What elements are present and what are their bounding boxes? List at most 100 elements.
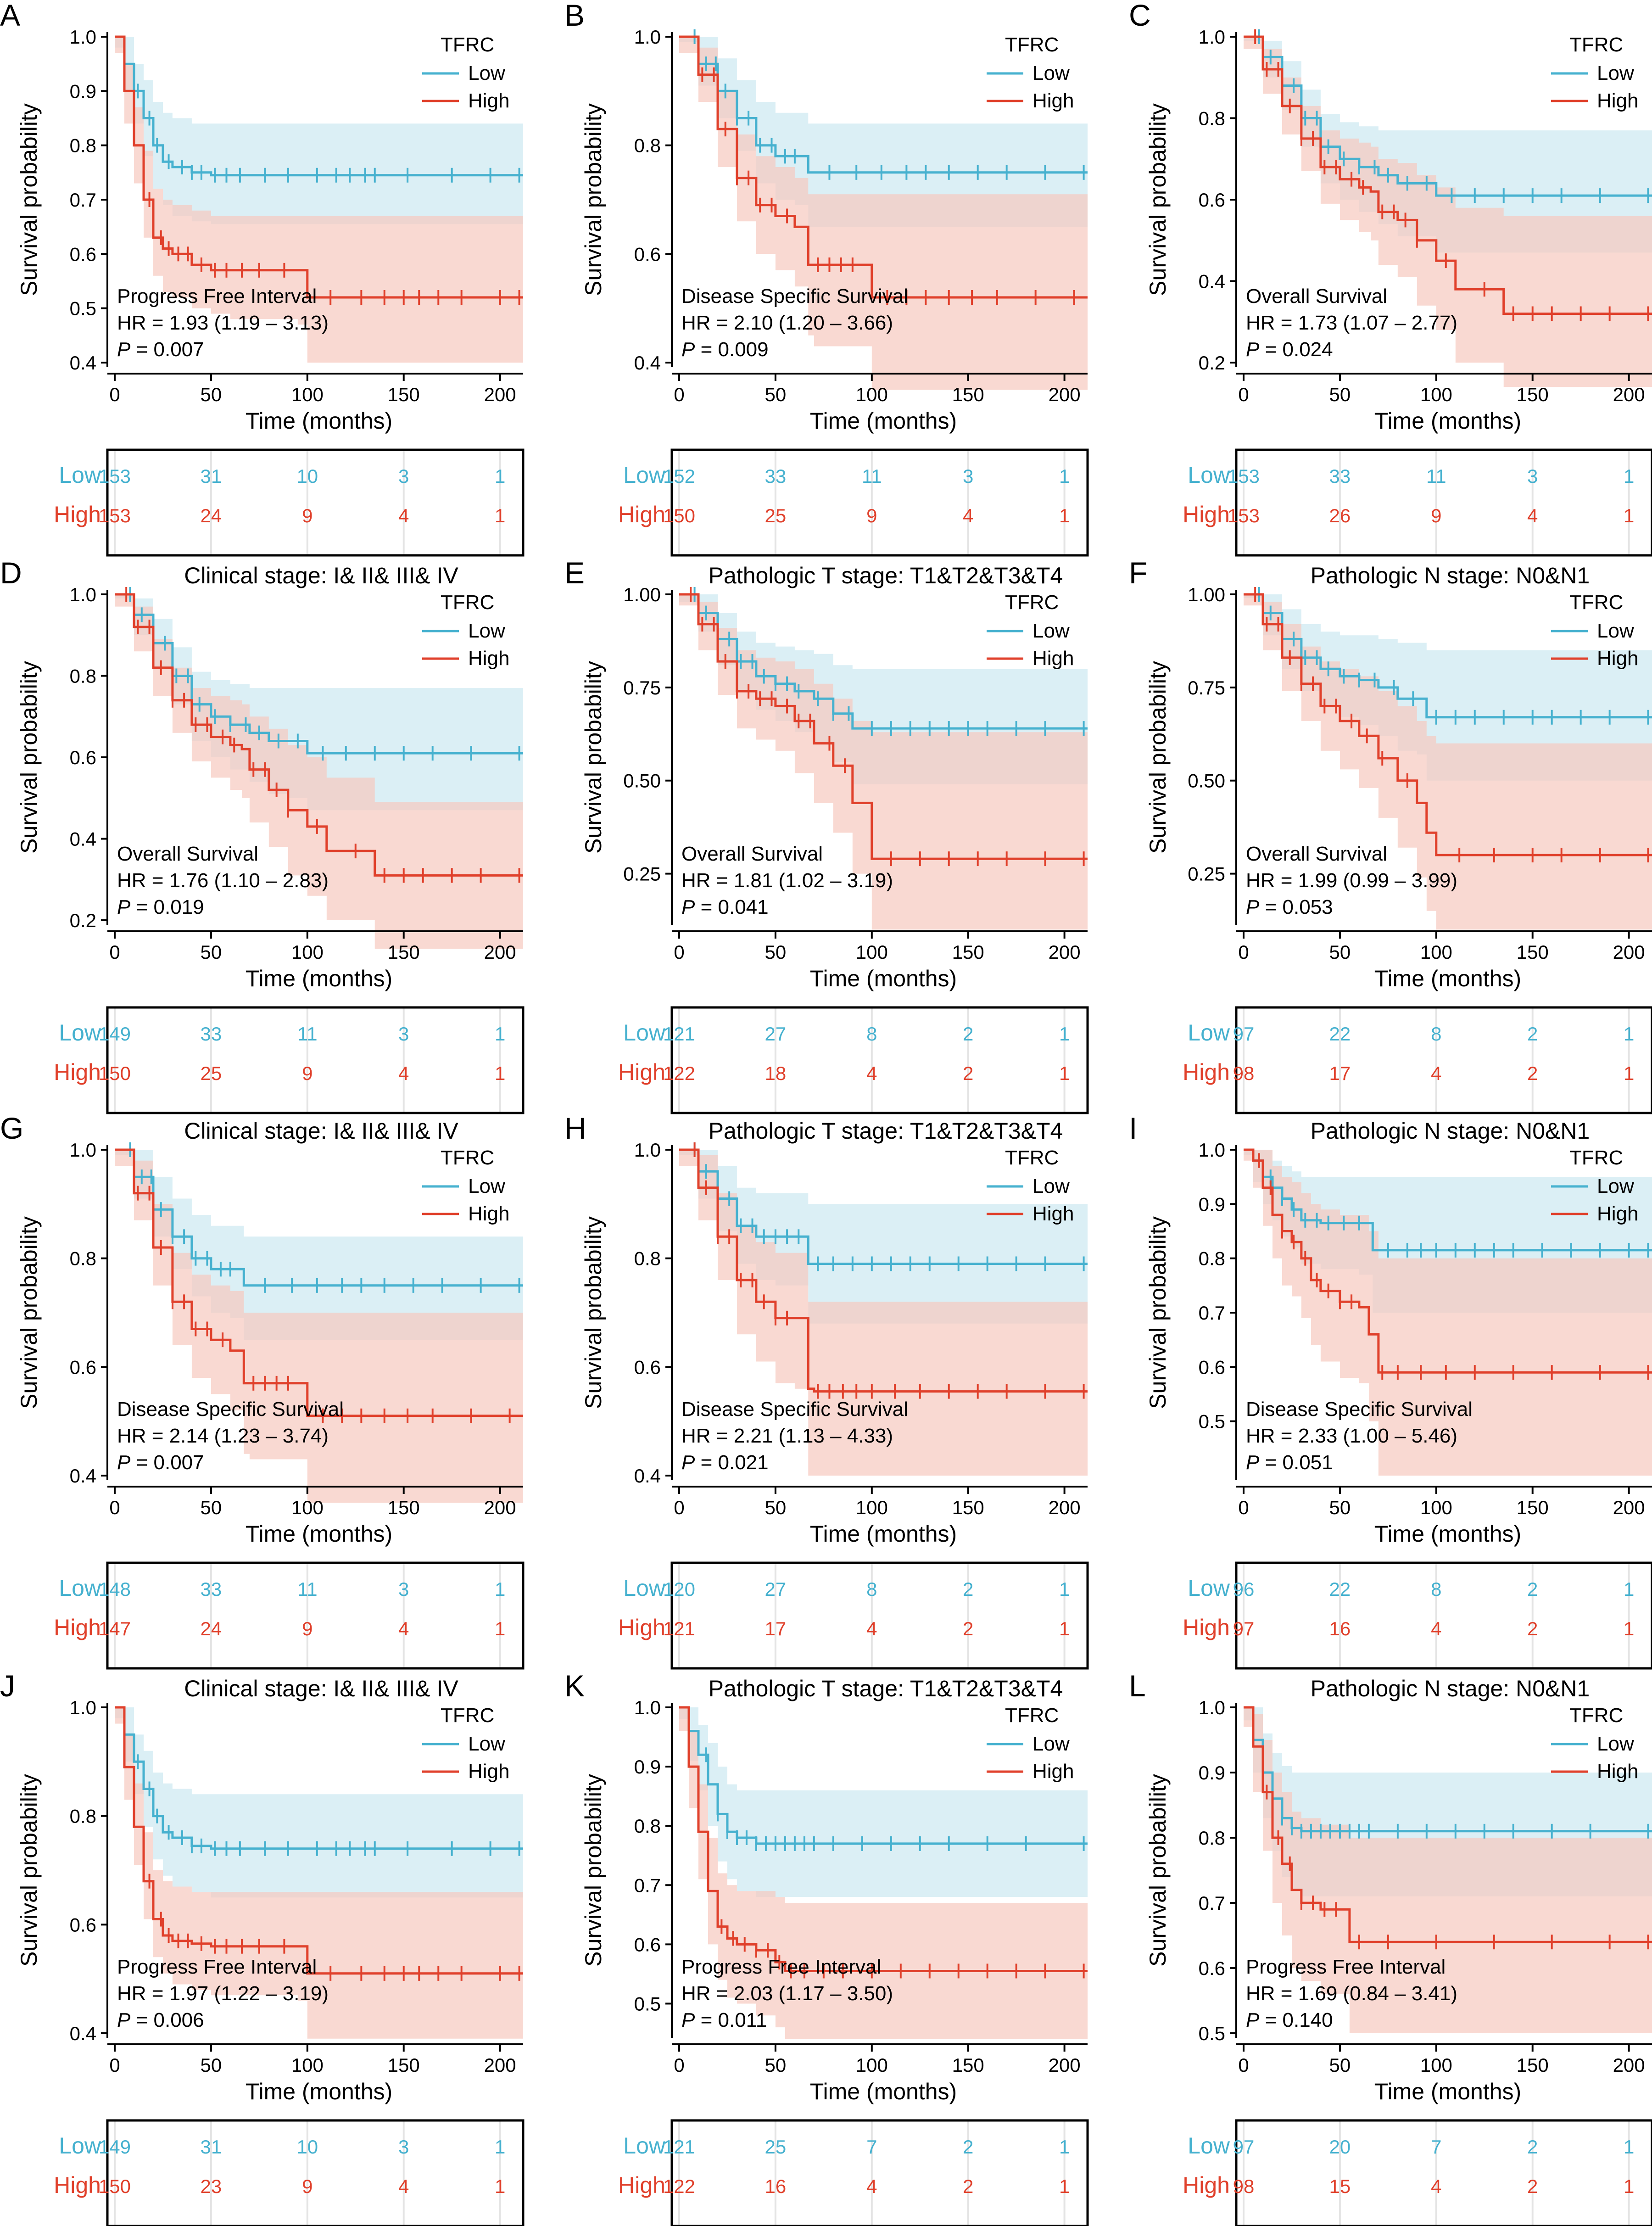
risk-table-box: [106, 1561, 525, 1670]
risk-table-box: [670, 2119, 1089, 2226]
risk-count-high: 17: [1329, 1063, 1351, 1084]
risk-count-low: 153: [99, 465, 131, 487]
y-tick-label: 0.8: [634, 135, 661, 157]
risk-count-high: 24: [201, 505, 222, 526]
hazard-ratio: HR = 2.14 (1.23 – 3.74): [117, 1425, 329, 1447]
risk-count-high: 121: [663, 1618, 695, 1639]
x-axis-label: Time (months): [810, 2079, 957, 2104]
risk-count-high: 98: [1233, 2176, 1255, 2197]
km-plot-svg: D Clinical stage: I& II& III& IV 0.2 0.4 0.6…: [0, 556, 525, 1114]
high-confidence-band: [115, 594, 523, 949]
risk-count-high: 4: [1527, 505, 1538, 526]
risk-count-low: 1: [495, 465, 505, 487]
risk-count-low: 1: [1059, 1023, 1070, 1045]
x-tick-label: 200: [1049, 1497, 1081, 1518]
risk-count-low: 121: [663, 2136, 695, 2158]
risk-count-high: 150: [663, 505, 695, 526]
endpoint-label: Disease Specific Survival: [681, 1398, 908, 1421]
p-symbol: P: [117, 2009, 131, 2031]
x-tick-label: 0: [1238, 384, 1249, 405]
panel-letter: K: [564, 1669, 585, 1703]
p-number: = 0.140: [1259, 2009, 1333, 2031]
x-tick-label: 200: [1049, 384, 1081, 405]
x-tick-label: 50: [201, 941, 222, 963]
risk-table-box: [670, 448, 1089, 557]
endpoint-label: Overall Survival: [1246, 843, 1387, 865]
legend-title: TFRC: [1569, 34, 1623, 56]
km-panel-e: E Pathologic T stage: T1&T2&T3&T4 0.25 0.50…: [564, 556, 1129, 1114]
x-tick-label: 0: [1238, 1497, 1249, 1518]
high-survival-curve: [115, 35, 523, 299]
x-tick-label: 150: [1517, 2054, 1549, 2076]
risk-count-low: 7: [866, 2136, 877, 2158]
risk-table-box: [670, 1006, 1089, 1114]
y-tick-label: 0.7: [634, 1874, 661, 1896]
y-axis-label: Survival probability: [580, 1216, 606, 1409]
risk-table-box: [1235, 2119, 1652, 2226]
legend-low-label: Low: [468, 1175, 505, 1197]
x-tick-label: 150: [1517, 1497, 1549, 1518]
y-tick-label: 0.9: [634, 1756, 661, 1778]
x-axis-label: Time (months): [1374, 1521, 1521, 1547]
endpoint-label: Overall Survival: [681, 843, 823, 865]
risk-count-low: 33: [201, 1578, 222, 1600]
low-confidence-band: [115, 1707, 523, 1898]
risk-count-low: 2: [963, 1578, 973, 1600]
hazard-ratio: HR = 2.21 (1.13 – 4.33): [681, 1425, 893, 1447]
hazard-ratio: HR = 1.76 (1.10 – 2.83): [117, 869, 329, 892]
risk-count-high: 4: [398, 2176, 409, 2197]
risk-count-low: 7: [1431, 2136, 1441, 2158]
legend-low-label: Low: [468, 1733, 505, 1755]
y-tick-label: 0.9: [1199, 1193, 1225, 1215]
risk-count-high: 2: [963, 1063, 973, 1084]
legend-title: TFRC: [1005, 34, 1059, 56]
legend-high-label: High: [468, 1760, 510, 1783]
x-tick-label: 200: [1049, 2054, 1081, 2076]
risk-count-low: 153: [1228, 465, 1260, 487]
legend-low-label: Low: [468, 620, 505, 642]
p-value: P = 0.140: [1246, 2009, 1333, 2031]
p-symbol: P: [117, 896, 131, 918]
high-confidence-band: [115, 1707, 523, 2039]
panel-title: Pathologic T stage: T1&T2&T3&T4: [709, 1676, 1063, 1701]
risk-count-high: 2: [1527, 1063, 1538, 1084]
x-tick-label: 50: [1329, 384, 1351, 405]
x-axis-label: Time (months): [1374, 408, 1521, 434]
x-tick-label: 200: [1613, 384, 1645, 405]
y-axis-label: Survival probability: [1145, 1774, 1171, 1967]
p-value: P = 0.021: [681, 1451, 769, 1474]
y-tick-label: 0.6: [1199, 1958, 1225, 1979]
x-axis-label: Time (months): [810, 408, 957, 434]
risk-row-label-low: Low: [623, 1575, 666, 1601]
risk-row-label-high: High: [618, 1615, 665, 1640]
risk-count-high: 9: [1431, 505, 1441, 526]
x-tick-label: 150: [388, 1497, 420, 1518]
risk-count-low: 22: [1329, 1023, 1351, 1045]
x-tick-label: 0: [109, 1497, 120, 1518]
legend-high-label: High: [1597, 1760, 1639, 1783]
risk-row-label-low: Low: [623, 1020, 666, 1046]
p-value: P = 0.041: [681, 896, 769, 918]
low-survival-curve: [1244, 35, 1652, 197]
risk-row-label-high: High: [54, 1059, 101, 1085]
x-tick-label: 200: [484, 2054, 516, 2076]
legend-low-label: Low: [468, 62, 505, 84]
y-tick-label: 0.8: [70, 666, 96, 687]
p-number: = 0.019: [130, 896, 204, 918]
high-survival-curve: [679, 35, 1088, 299]
risk-count-high: 98: [1233, 1063, 1255, 1084]
x-tick-label: 0: [674, 384, 684, 405]
risk-count-high: 1: [1059, 2176, 1070, 2197]
risk-count-low: 33: [1329, 465, 1351, 487]
y-tick-label: 0.5: [70, 298, 96, 319]
high-confidence-band: [679, 1150, 1088, 1476]
risk-count-high: 4: [866, 2176, 877, 2197]
risk-count-low: 20: [1329, 2136, 1351, 2158]
y-tick-label: 0.5: [634, 1993, 661, 2014]
risk-count-low: 1: [1624, 1023, 1634, 1045]
high-confidence-band: [115, 37, 523, 363]
